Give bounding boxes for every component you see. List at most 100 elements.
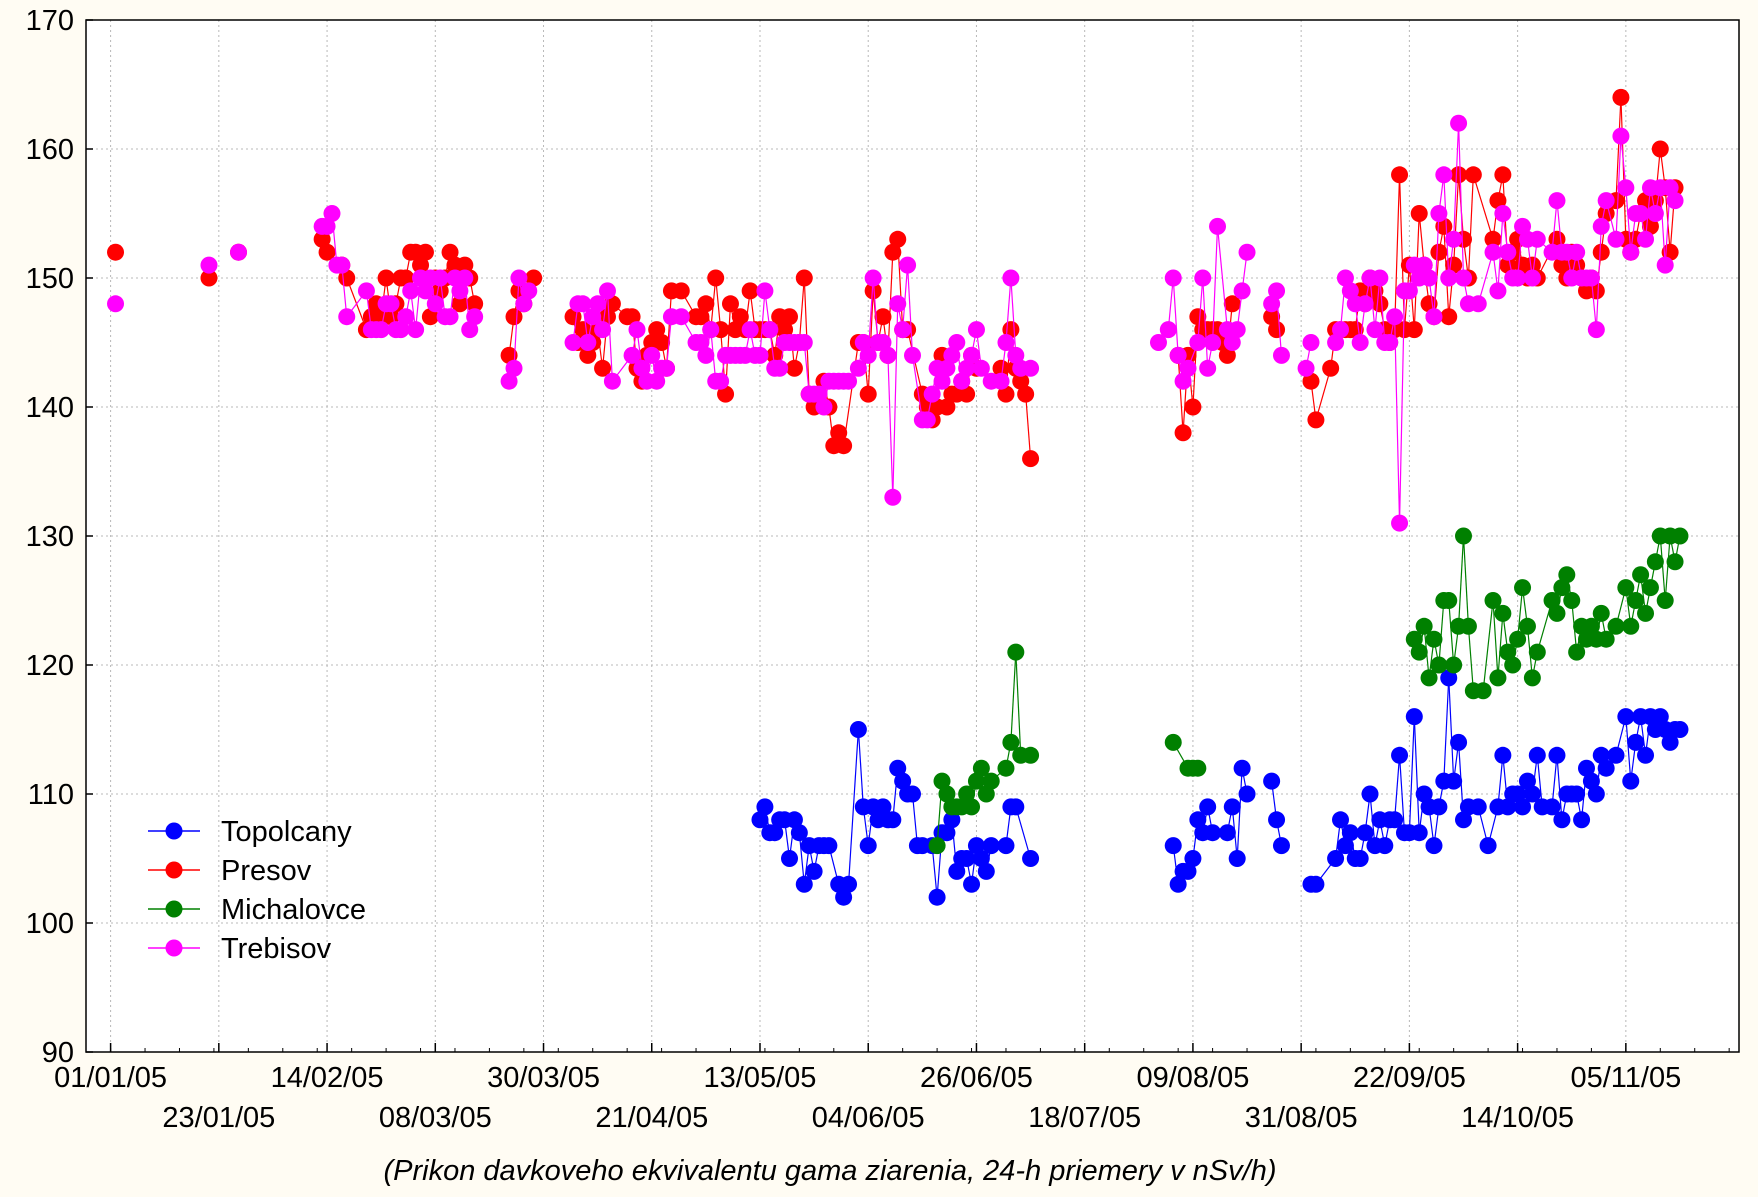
data-point	[525, 269, 543, 287]
data-point	[938, 785, 956, 803]
data-point	[1218, 824, 1236, 842]
series-line-segment	[1398, 290, 1406, 524]
data-point	[697, 346, 715, 364]
data-point	[805, 862, 823, 880]
data-point	[107, 295, 125, 313]
data-point	[785, 811, 803, 829]
data-point	[1597, 630, 1615, 648]
series-line-segment	[1418, 213, 1425, 266]
data-point	[1007, 346, 1025, 364]
series-line-segment	[1398, 755, 1406, 833]
series-line-segment	[1025, 394, 1032, 459]
x-tick-label: 05/11/05	[1570, 1062, 1681, 1094]
data-point	[1568, 243, 1586, 261]
data-point	[1218, 346, 1236, 364]
series-line-segment	[847, 729, 859, 885]
data-point	[702, 321, 720, 339]
data-point	[1577, 759, 1595, 777]
data-point	[972, 359, 990, 377]
data-point	[894, 772, 912, 790]
data-point	[1459, 617, 1477, 635]
data-point	[1455, 811, 1472, 829]
data-point	[505, 308, 523, 326]
data-point	[820, 837, 838, 855]
series-line-segment	[1457, 535, 1465, 627]
data-point	[466, 308, 484, 326]
data-point	[500, 346, 518, 364]
y-tick-label: 90	[42, 1037, 74, 1069]
legend-marker	[165, 822, 183, 840]
data-point	[1445, 772, 1463, 790]
data-point	[594, 321, 612, 339]
series-line-segment	[1438, 600, 1445, 666]
data-point	[1007, 798, 1025, 816]
data-point	[1371, 269, 1389, 287]
data-point	[835, 437, 853, 455]
data-point	[1199, 798, 1217, 816]
data-point	[1415, 256, 1433, 274]
data-point	[963, 346, 981, 364]
series-line-segment	[798, 277, 805, 343]
data-point	[1204, 334, 1222, 351]
data-point	[1592, 604, 1610, 622]
data-point	[1514, 579, 1532, 597]
data-point	[785, 359, 803, 377]
data-point	[751, 346, 769, 364]
data-point	[1637, 604, 1655, 622]
data-point	[864, 269, 882, 287]
data-point	[377, 269, 395, 287]
series-line-segment	[1374, 277, 1381, 330]
data-point	[1386, 308, 1404, 326]
data-point	[1469, 798, 1487, 816]
series-line-segment	[1448, 600, 1455, 666]
data-point	[1238, 785, 1256, 803]
data-point	[1223, 798, 1241, 816]
data-point	[1410, 643, 1428, 661]
x-tick-label: 22/09/05	[1353, 1062, 1466, 1094]
data-point	[1568, 785, 1586, 803]
data-point	[923, 385, 941, 403]
data-point	[1179, 862, 1197, 880]
data-point	[579, 334, 597, 351]
data-point	[1341, 824, 1359, 842]
data-point	[1617, 708, 1635, 726]
data-point	[318, 217, 336, 235]
data-point	[589, 295, 607, 313]
data-point	[982, 772, 1000, 790]
data-point	[1007, 643, 1025, 661]
data-point	[407, 321, 425, 339]
data-point	[510, 269, 528, 287]
data-point	[1386, 811, 1404, 829]
data-point	[1597, 192, 1615, 210]
data-point	[1592, 746, 1610, 764]
data-point	[1322, 359, 1340, 377]
data-point	[854, 334, 872, 351]
data-point	[884, 243, 902, 261]
data-point	[1356, 295, 1374, 313]
data-point	[1184, 398, 1202, 416]
data-point	[1607, 230, 1625, 248]
data-point	[1464, 166, 1482, 184]
series-line-segment	[1413, 716, 1420, 833]
y-tick-label: 110	[28, 779, 74, 811]
data-point	[520, 282, 538, 300]
data-point	[1548, 192, 1566, 210]
series-line-segment	[1172, 277, 1179, 356]
data-point	[874, 798, 892, 816]
legend-marker	[165, 900, 183, 918]
data-point	[1523, 785, 1541, 803]
data-point	[1617, 179, 1635, 197]
data-point	[997, 385, 1015, 403]
x-tick-label: 26/06/05	[920, 1062, 1033, 1094]
data-point	[515, 295, 533, 313]
data-point	[451, 282, 469, 300]
y-tick-label: 100	[26, 908, 74, 940]
data-point	[1164, 269, 1182, 287]
data-point	[421, 308, 439, 326]
data-point	[1450, 114, 1468, 132]
data-point	[1582, 772, 1600, 790]
data-point	[1489, 669, 1507, 687]
data-point	[1440, 592, 1458, 609]
series-line-segment	[911, 793, 919, 846]
data-point	[397, 308, 415, 326]
